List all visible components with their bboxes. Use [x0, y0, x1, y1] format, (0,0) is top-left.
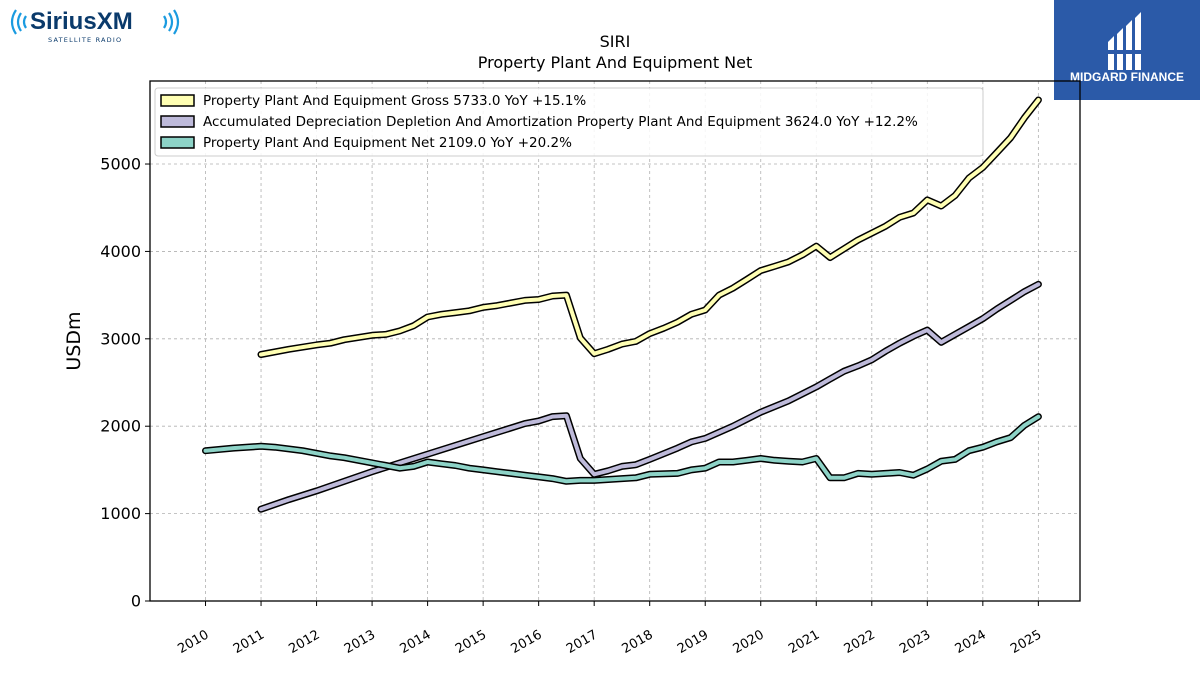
x-tick-label: 2012	[286, 627, 322, 657]
x-tick-label: 2014	[397, 627, 433, 657]
plot-frame	[149, 80, 1081, 602]
chart-title: SIRI	[600, 32, 631, 51]
y-tick-label: 3000	[100, 329, 141, 348]
series-layer	[202, 96, 1042, 513]
legend-item: Property Plant And Equipment Gross 5733.…	[160, 93, 586, 109]
legend-label: Accumulated Depreciation Depletion And A…	[203, 114, 918, 130]
y-axis-label: USDm	[63, 311, 85, 370]
y-tick-label: 2000	[100, 417, 141, 436]
y-tick-label: 5000	[100, 155, 141, 174]
legend-box	[154, 87, 984, 157]
x-axis: 2010 2011 2012 2013 2014 2015 2016 2017 2018 2019…	[175, 601, 1044, 657]
radio-waves-right-icon	[163, 9, 180, 35]
legend: Property Plant And Equipment Gross 5733.…	[154, 87, 984, 157]
legend-swatch	[160, 136, 195, 149]
series-line	[259, 282, 1041, 512]
x-tick-label: 2013	[342, 627, 378, 657]
y-axis: 0 1000 2000 3000 4000 5000	[100, 155, 150, 611]
y-tick-label: 4000	[100, 242, 141, 261]
series-line	[203, 414, 1041, 484]
legend-label: Property Plant And Equipment Net 2109.0 …	[203, 135, 572, 151]
x-tick-label: 2018	[620, 627, 656, 657]
x-tick-label: 2010	[175, 627, 211, 657]
x-tick-label: 2016	[508, 627, 544, 657]
x-tick-label: 2023	[897, 627, 933, 657]
legend-label: Property Plant And Equipment Gross 5733.…	[203, 93, 586, 109]
midgard-finance-logo: MIDGARD FINANCE	[1054, 0, 1200, 100]
x-tick-label: 2017	[564, 627, 600, 657]
siriusxm-logo: SiriusXM SATELLITE RADIO	[4, 4, 184, 46]
legend-item: Property Plant And Equipment Net 2109.0 …	[160, 135, 572, 151]
midgard-emblem-icon	[1106, 12, 1144, 70]
x-tick-label: 2020	[731, 627, 767, 657]
series-line	[259, 98, 1041, 357]
logo-subtitle: SATELLITE RADIO	[48, 36, 122, 44]
midgard-wordmark: MIDGARD FINANCE	[1070, 70, 1184, 84]
series-3	[202, 413, 1042, 485]
x-tick-label: 2024	[953, 627, 989, 657]
x-tick-label: 2011	[231, 627, 267, 657]
series-2	[257, 280, 1042, 513]
y-tick-label: 0	[131, 592, 141, 611]
radio-waves-left-icon	[10, 9, 27, 35]
x-tick-label: 2021	[786, 627, 822, 657]
chart-subtitle: Property Plant And Equipment Net	[478, 53, 753, 72]
legend-swatch	[160, 94, 195, 107]
x-tick-label: 2025	[1008, 627, 1044, 657]
series-1	[257, 96, 1042, 358]
y-tick-label: 1000	[100, 504, 141, 523]
legend-swatch	[160, 115, 195, 128]
x-tick-label: 2019	[675, 627, 711, 657]
x-tick-label: 2015	[453, 627, 489, 657]
legend-item: Accumulated Depreciation Depletion And A…	[160, 114, 918, 130]
logo-wordmark: SiriusXM	[30, 8, 133, 35]
x-tick-label: 2022	[842, 627, 878, 657]
grid-lines	[150, 81, 1080, 601]
